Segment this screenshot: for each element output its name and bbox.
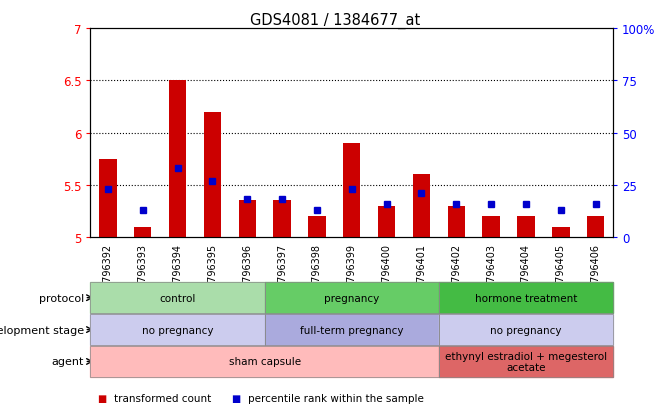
Text: no pregnancy: no pregnancy (142, 325, 213, 335)
Bar (517, 216, 535, 237)
Text: GDS4081 / 1384677_at: GDS4081 / 1384677_at (250, 12, 420, 28)
Bar (308, 216, 326, 237)
Bar (413, 175, 430, 237)
Bar (239, 201, 256, 237)
Text: protocol: protocol (38, 293, 84, 303)
Bar (587, 216, 604, 237)
Text: no pregnancy: no pregnancy (490, 325, 561, 335)
Text: agent: agent (52, 356, 84, 367)
Bar (99, 159, 117, 237)
Text: development stage: development stage (0, 325, 84, 335)
Bar (343, 144, 360, 237)
Bar (134, 227, 151, 237)
Bar (273, 201, 291, 237)
Text: full-term pregnancy: full-term pregnancy (300, 325, 403, 335)
Text: percentile rank within the sample: percentile rank within the sample (248, 393, 423, 403)
Bar (552, 227, 570, 237)
Text: transformed count: transformed count (114, 393, 211, 403)
Text: control: control (159, 293, 196, 303)
Text: ■: ■ (97, 393, 107, 403)
Text: hormone treatment: hormone treatment (475, 293, 577, 303)
Bar (482, 216, 500, 237)
Text: ■: ■ (231, 393, 241, 403)
Text: pregnancy: pregnancy (324, 293, 379, 303)
Bar (378, 206, 395, 237)
Bar (204, 112, 221, 237)
Text: sham capsule: sham capsule (228, 356, 301, 367)
Bar (448, 206, 465, 237)
Bar (169, 81, 186, 237)
Text: ethynyl estradiol + megesterol
acetate: ethynyl estradiol + megesterol acetate (445, 351, 607, 373)
